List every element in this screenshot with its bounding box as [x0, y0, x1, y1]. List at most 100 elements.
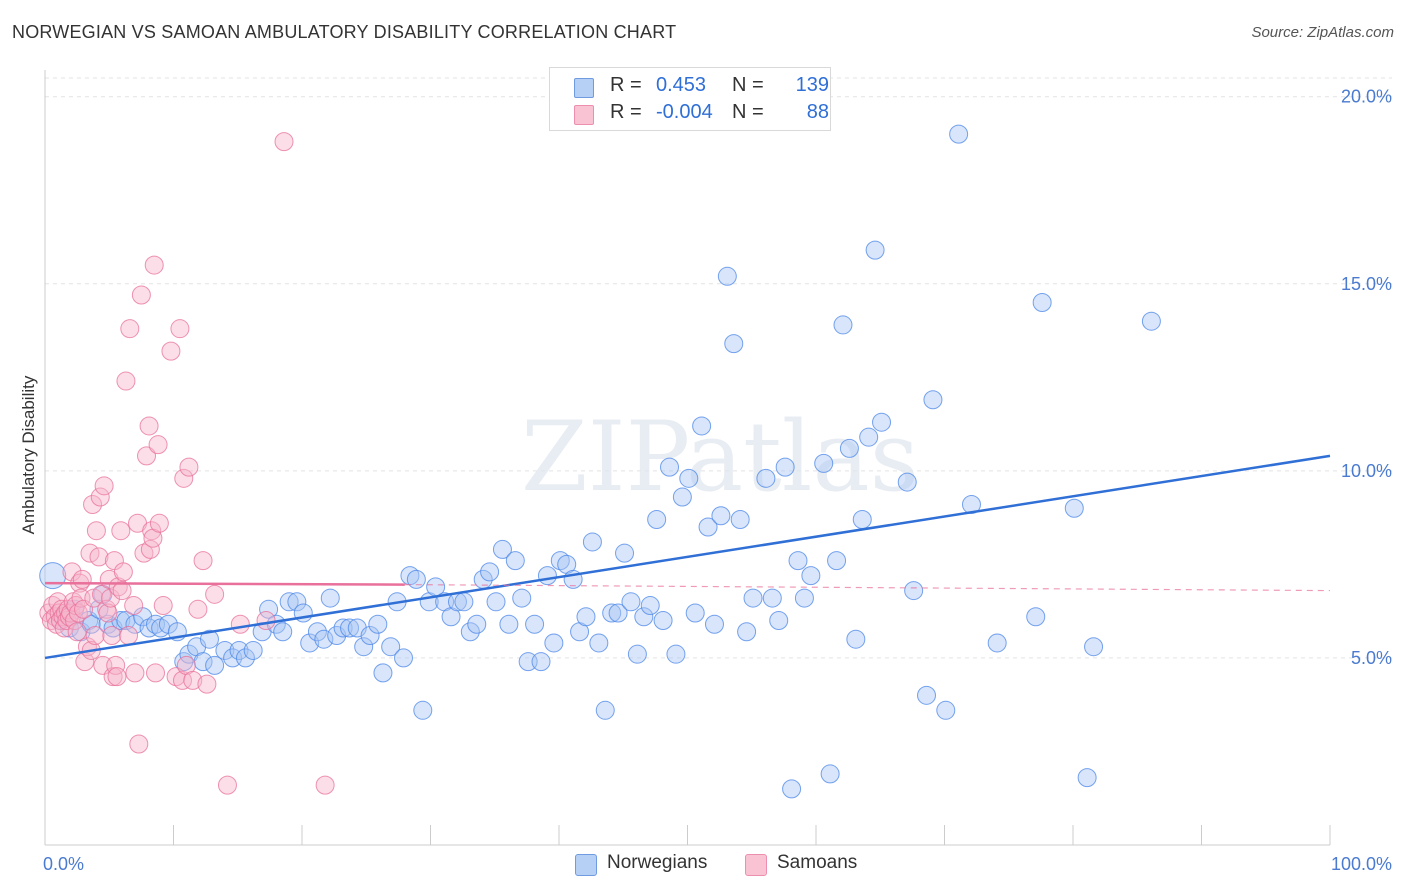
norwegian-point: [897, 472, 917, 492]
norwegian-point: [1032, 292, 1052, 312]
norwegian-point: [653, 611, 673, 631]
norwegian-point: [961, 495, 981, 515]
norwegian-point: [827, 551, 847, 571]
samoan-point: [315, 775, 335, 795]
samoan-point: [85, 625, 105, 645]
norwegian-point: [582, 532, 602, 552]
norwegian-point: [602, 603, 622, 623]
norwegian-point: [627, 644, 647, 664]
norwegian-point: [199, 629, 219, 649]
samoan-point: [174, 468, 194, 488]
norwegian-point: [354, 637, 374, 657]
norwegian-point: [711, 506, 731, 526]
samoan-point: [120, 319, 140, 339]
norwegian-point: [936, 700, 956, 720]
norwegian-point: [505, 551, 525, 571]
norwegian-point: [98, 614, 118, 634]
norwegian-point: [381, 637, 401, 657]
norwegian-point: [550, 551, 570, 571]
norwegian-point: [235, 648, 255, 668]
norwegian-point: [743, 588, 763, 608]
norwegian-point: [229, 640, 249, 660]
n-label: N =: [732, 101, 764, 123]
norwegian-point: [608, 603, 628, 623]
samoan-trend-line-extension: [404, 583, 1331, 592]
samoan-point: [113, 562, 133, 582]
samoan-point: [144, 255, 164, 275]
axes: [44, 70, 1331, 846]
samoan-point: [217, 775, 237, 795]
legend-label: Norwegians: [607, 852, 708, 873]
norwegian-point: [666, 644, 686, 664]
samoan-point: [112, 581, 132, 601]
norwegian-point: [814, 453, 834, 473]
samoan-point: [146, 663, 166, 683]
samoan-point: [116, 371, 136, 391]
norwegian-point: [923, 390, 943, 410]
x-tick-label: 100.0%: [1331, 854, 1392, 874]
watermark: ZIPatlas: [521, 401, 919, 513]
norwegian-point: [454, 592, 474, 612]
norwegian-point: [859, 427, 879, 447]
norwegian-point: [904, 581, 924, 601]
norwegian-point: [525, 614, 545, 634]
norwegian-point: [139, 618, 159, 638]
n-label: N =: [732, 74, 764, 96]
samoan-point: [68, 603, 88, 623]
norwegian-point: [820, 764, 840, 784]
norwegian-point: [39, 562, 67, 590]
r-value: 0.453: [656, 74, 707, 96]
norwegian-point: [373, 663, 393, 683]
norwegian-point: [717, 266, 737, 286]
norwegian-point: [917, 685, 937, 705]
r-label: R =: [610, 74, 642, 96]
norwegian-point: [589, 633, 609, 653]
samoan-point: [98, 603, 118, 623]
samoan-point: [137, 446, 157, 466]
norwegian-point: [949, 124, 969, 144]
legend-label: Samoans: [777, 852, 858, 873]
norwegian-point: [486, 592, 506, 612]
norwegian-trend-line: [44, 454, 1331, 660]
legend-swatch-norwegians: [574, 78, 594, 98]
norwegian-point: [307, 622, 327, 642]
norwegian-point: [672, 487, 692, 507]
norwegian-point: [314, 629, 334, 649]
norwegian-point: [320, 588, 340, 608]
norwegian-point: [243, 640, 263, 660]
norwegian-point: [531, 652, 551, 672]
norwegian-point: [775, 457, 795, 477]
samoan-point: [119, 625, 139, 645]
norwegian-point: [1084, 637, 1104, 657]
samoan-point: [197, 674, 217, 694]
norwegian-point: [1026, 607, 1046, 627]
samoan-point: [124, 596, 144, 616]
norwegian-point: [782, 779, 802, 799]
samoan-point: [161, 341, 181, 361]
norwegian-point: [647, 509, 667, 529]
norwegian-point: [537, 566, 557, 586]
norwegian-point: [1077, 768, 1097, 788]
grid-lines: [45, 77, 1392, 659]
n-value: 139: [795, 74, 829, 96]
y-tick-label: 10.0%: [1341, 461, 1392, 481]
r-label: R =: [610, 101, 642, 123]
samoan-point: [183, 670, 203, 690]
norwegian-point: [480, 562, 500, 582]
norwegian-point: [259, 599, 279, 619]
samoan-point: [193, 551, 213, 571]
samoan-point: [131, 285, 151, 305]
samoan-point: [148, 435, 168, 455]
norwegian-point: [794, 588, 814, 608]
samoan-point: [205, 584, 225, 604]
norwegian-point: [801, 566, 821, 586]
norwegian-point: [846, 629, 866, 649]
samoan-point: [153, 596, 173, 616]
y-axis-label: Ambulatory Disability: [19, 375, 38, 534]
norwegian-point: [544, 633, 564, 653]
samoan-point: [101, 588, 121, 608]
legend-swatch-norwegians: [575, 854, 597, 876]
norwegian-point: [692, 416, 712, 436]
samoan-point: [62, 562, 82, 582]
samoan-point: [274, 132, 294, 152]
